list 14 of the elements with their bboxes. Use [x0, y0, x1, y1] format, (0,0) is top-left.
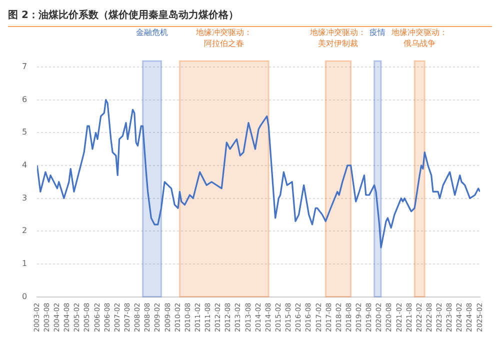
band-label: 地缘冲突驱动：美对伊制裁	[309, 28, 366, 48]
band-label: 地缘冲突驱动：俄乌战争	[390, 28, 448, 48]
y-tick-label: 0	[22, 292, 28, 301]
y-tick-label: 2	[22, 226, 28, 236]
band-label: 疫情	[370, 28, 386, 38]
y-tick-label: 3	[22, 193, 28, 202]
y-tick-label: 7	[22, 62, 28, 72]
band-label: 金融危机	[136, 28, 168, 38]
y-tick-label: 6	[22, 94, 28, 104]
y-tick-label: 4	[22, 160, 28, 170]
y-tick-label: 1	[22, 259, 28, 268]
band-label: 地缘冲突驱动：阿拉伯之春	[195, 28, 252, 48]
y-tick-label: 5	[22, 128, 28, 137]
chart-title: 图 2：油煤比价系数（煤价使用秦皇岛动力煤价格）	[8, 8, 492, 27]
